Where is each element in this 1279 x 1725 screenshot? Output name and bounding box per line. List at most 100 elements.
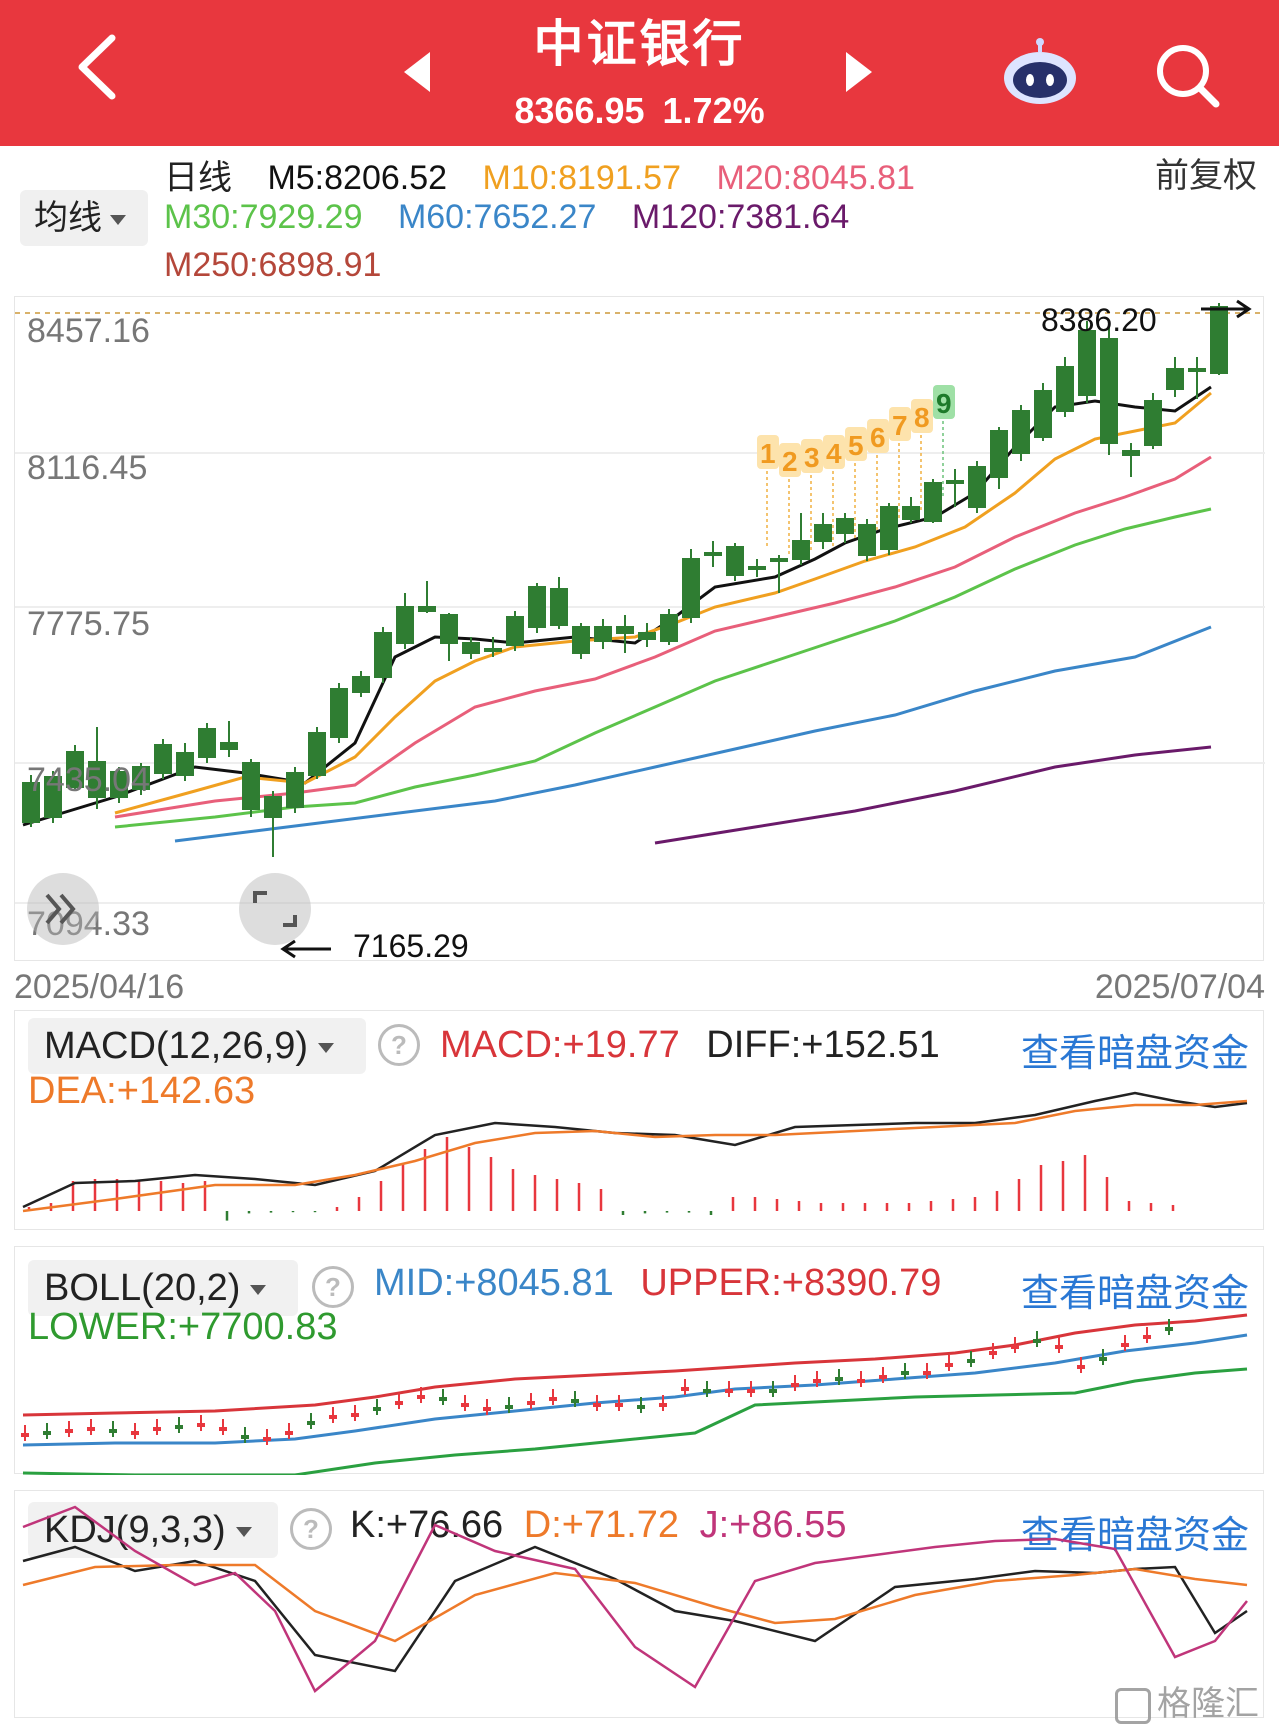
boll-candle — [197, 1423, 205, 1427]
boll-candle — [329, 1415, 337, 1419]
expand-sidebar-icon[interactable] — [27, 873, 99, 945]
boll-candle — [241, 1435, 249, 1439]
candle — [308, 727, 326, 779]
boll-candle — [1011, 1345, 1019, 1349]
current-price: 8366.95 — [514, 90, 645, 131]
macd-help-icon[interactable]: ? — [378, 1024, 420, 1066]
boll-candle — [901, 1371, 909, 1375]
macd-selector[interactable]: MACD(12,26,9) — [28, 1018, 366, 1074]
boll-selector[interactable]: BOLL(20,2) — [28, 1260, 298, 1316]
candle — [506, 611, 524, 651]
dea-line — [22, 1099, 1248, 1213]
y-axis-label: 7435.04 — [27, 761, 150, 799]
ma30-value: M30:7929.29 — [164, 198, 363, 236]
boll-upper-value: UPPER:+8390.79 — [640, 1262, 942, 1304]
change-percent: 1.72% — [662, 90, 765, 131]
boll-candle — [43, 1431, 51, 1435]
td-count-label: 8 — [914, 402, 930, 433]
macd-values: MACD:+19.77 DIFF:+152.51 — [440, 1024, 940, 1067]
candle — [1166, 357, 1184, 397]
back-icon[interactable] — [70, 32, 130, 102]
boll-candle — [725, 1389, 733, 1393]
macd-value: MACD:+19.77 — [440, 1024, 680, 1066]
boll-candle — [945, 1363, 953, 1367]
macd-dark-pool-link[interactable]: 查看暗盘资金 — [1020, 1033, 1249, 1075]
chevron-down-icon — [250, 1284, 267, 1295]
y-axis-label: 7775.75 — [27, 605, 150, 643]
boll-candle — [659, 1403, 667, 1407]
boll-candle — [109, 1429, 117, 1433]
adjust-mode-button[interactable]: 前复权 — [1155, 157, 1257, 195]
macd-chart[interactable] — [14, 1010, 1264, 1230]
boll-candle — [1055, 1345, 1063, 1349]
boll-upper-line — [22, 1313, 1248, 1417]
boll-candle — [373, 1407, 381, 1411]
boll-values: MID:+8045.81 UPPER:+8390.79 — [374, 1262, 941, 1305]
candle — [770, 555, 788, 593]
next-stock-icon[interactable] — [846, 52, 872, 92]
boll-candle — [285, 1431, 293, 1435]
y-axis-label: 8116.45 — [27, 449, 147, 487]
ma-row-2: M30:7929.29 M60:7652.27 M120:7381.64 — [164, 198, 875, 237]
price-line: 8366.95 1.72% — [0, 90, 1279, 132]
dea-value: DEA:+142.63 — [28, 1070, 256, 1112]
low-price-label: 7165.29 — [353, 928, 469, 962]
boll-candle — [131, 1431, 139, 1435]
boll-candle — [395, 1401, 403, 1405]
boll-candle — [989, 1351, 997, 1355]
kdj-selector-label: KDJ(9,3,3) — [44, 1509, 226, 1551]
boll-candle — [813, 1379, 821, 1383]
td-count-label: 3 — [804, 442, 820, 473]
candle — [638, 623, 656, 647]
boll-candle — [417, 1395, 425, 1399]
boll-candle — [1033, 1339, 1041, 1343]
diff-value: DIFF:+152.51 — [706, 1024, 940, 1066]
candle — [990, 427, 1008, 489]
low-arrow-icon — [280, 939, 331, 959]
candle — [946, 469, 964, 507]
candle — [242, 759, 260, 817]
candle — [1144, 393, 1162, 449]
boll-candle — [153, 1427, 161, 1431]
candle — [748, 559, 766, 577]
robot-assistant-icon[interactable] — [1000, 38, 1080, 108]
high-price-label: 8386.20 — [1041, 302, 1157, 338]
boll-dark-pool-link[interactable]: 查看暗盘资金 — [1020, 1273, 1249, 1315]
candle — [352, 671, 370, 697]
boll-help-icon[interactable]: ? — [312, 1266, 354, 1308]
boll-candle — [857, 1379, 865, 1383]
boll-selector-label: BOLL(20,2) — [44, 1267, 241, 1309]
candle — [330, 683, 348, 743]
candle — [528, 583, 546, 633]
candle — [924, 479, 942, 523]
boll-candle — [615, 1403, 623, 1407]
boll-chart[interactable] — [14, 1246, 1264, 1475]
chevron-down-icon — [110, 215, 126, 226]
y-axis-label: 7094.33 — [27, 905, 150, 943]
crosshair-toggle-icon[interactable] — [239, 873, 311, 945]
boll-candle — [1143, 1335, 1151, 1339]
previous-stock-icon[interactable] — [404, 52, 430, 92]
kdj-help-icon[interactable]: ? — [290, 1508, 332, 1550]
boll-candle — [549, 1397, 557, 1401]
boll-candle — [351, 1413, 359, 1417]
chevron-down-icon — [235, 1526, 252, 1537]
candle — [198, 723, 216, 763]
boll-candle — [1099, 1357, 1107, 1361]
boll-candle — [87, 1427, 95, 1431]
boll-candle — [65, 1429, 73, 1433]
boll-mid-line — [22, 1333, 1248, 1447]
td-count-label: 9 — [936, 388, 952, 419]
candle — [286, 767, 304, 813]
kdj-dark-pool-link[interactable]: 查看暗盘资金 — [1020, 1515, 1249, 1557]
kdj-chart[interactable] — [14, 1490, 1264, 1718]
boll-candle — [527, 1401, 535, 1405]
boll-candle — [1121, 1343, 1129, 1347]
indicator-selector[interactable]: 均线 — [20, 190, 148, 246]
search-icon[interactable] — [1152, 40, 1222, 110]
ma-row-1: 日线 M5:8206.52 M10:8191.57 M20:8045.81 — [164, 150, 941, 199]
candle — [902, 497, 920, 523]
candle — [1034, 383, 1052, 441]
diff-line — [22, 1091, 1248, 1209]
